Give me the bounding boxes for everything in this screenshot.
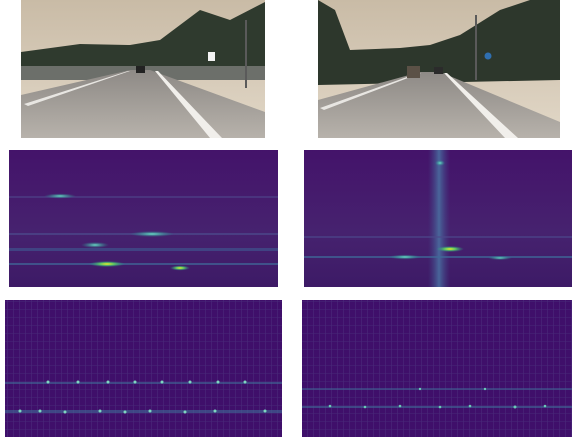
road-photo-left [21, 0, 265, 138]
heatmap-middle-left [9, 150, 278, 287]
road-photo-right [318, 0, 560, 138]
heatmap-middle-right [304, 150, 572, 287]
heatmap-bottom-left [5, 300, 282, 437]
heatmap-bottom-right [302, 300, 572, 437]
